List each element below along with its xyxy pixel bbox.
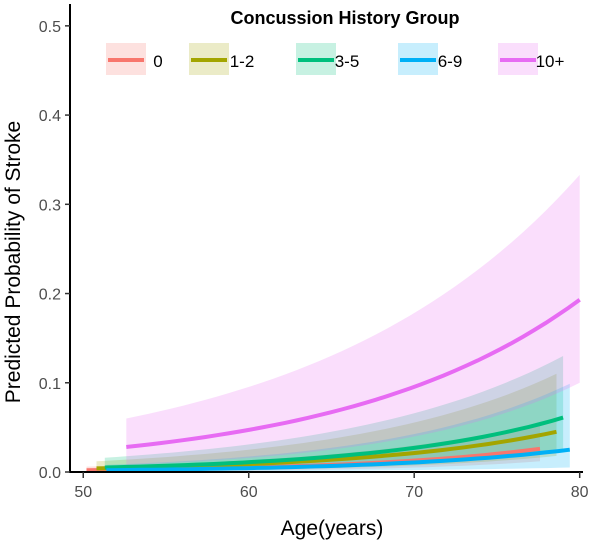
y-tick-label: 0.0 [39, 465, 61, 482]
x-tick-label: 80 [571, 484, 589, 501]
series-line-2 [104, 415, 564, 470]
confidence-band-4 [126, 174, 580, 465]
y-tick-label: 0.2 [39, 287, 61, 304]
x-tick-label: 50 [74, 484, 92, 501]
x-tick-label: 60 [240, 484, 258, 501]
y-tick-label: 0.1 [39, 376, 61, 393]
x-tick-label: 70 [405, 484, 423, 501]
y-tick-label: 0.3 [39, 197, 61, 214]
legend-title: Concussion History Group [230, 8, 459, 28]
y-axis-title: Predicted Probability of Stroke [2, 121, 25, 403]
legend-item-2: 3-5 [296, 43, 359, 75]
confidence-band-1 [96, 373, 557, 472]
legend: Concussion History Group 0 1-2 3-5 6-9 10+ [106, 8, 564, 75]
series-line-4 [126, 298, 581, 449]
y-ticks: 0.0 0.1 0.2 0.3 0.4 0.5 [39, 19, 70, 482]
confidence-bands [86, 174, 580, 472]
series-line-3 [106, 447, 571, 473]
x-ticks: 50 60 70 80 [74, 472, 589, 501]
y-tick-label: 0.4 [39, 108, 61, 125]
legend-label: 6-9 [438, 52, 463, 71]
legend-item-1: 1-2 [189, 43, 254, 75]
y-tick-label: 0.5 [39, 19, 61, 36]
legend-label: 10+ [536, 52, 565, 71]
legend-label: 1-2 [230, 52, 255, 71]
legend-item-0: 0 [106, 43, 163, 75]
x-axis-title: Age(years) [281, 517, 384, 540]
legend-label: 0 [153, 52, 162, 71]
series-lines [86, 298, 581, 473]
legend-label: 3-5 [335, 52, 360, 71]
axes [69, 4, 583, 473]
legend-item-4: 10+ [498, 43, 564, 75]
legend-item-3: 6-9 [398, 43, 462, 75]
